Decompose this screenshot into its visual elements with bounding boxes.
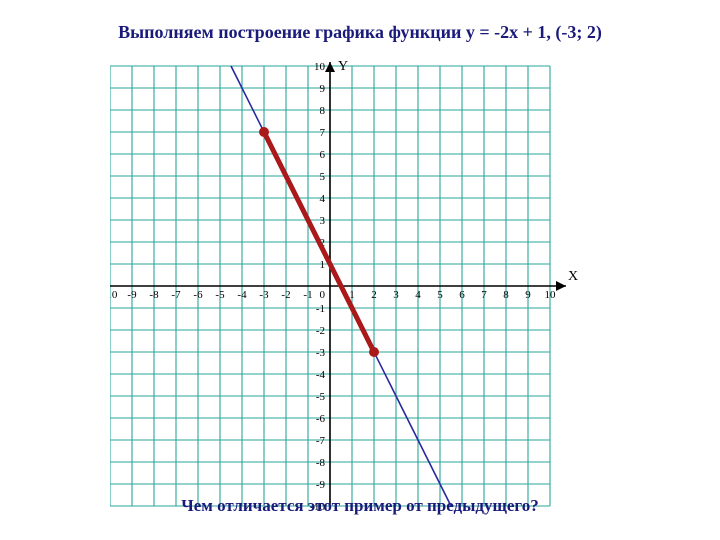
grid-plot: XY-10-9-8-7-6-5-4-3-2-112345678910-10-9-… (110, 60, 580, 514)
x-tick-label: -4 (237, 289, 247, 301)
y-tick-label: -2 (316, 325, 325, 337)
y-tick-label: 6 (320, 149, 326, 161)
y-tick-label: 8 (320, 105, 326, 117)
x-tick-label: -3 (259, 289, 269, 301)
x-axis-label: X (568, 269, 578, 284)
y-tick-label: 4 (320, 193, 326, 205)
x-tick-label: -9 (127, 289, 137, 301)
x-axis-arrow-icon (556, 281, 566, 291)
x-tick-label: -7 (171, 289, 181, 301)
x-tick-label: 2 (371, 289, 377, 301)
y-tick-label: 9 (320, 83, 326, 95)
y-tick-label: -6 (316, 413, 326, 425)
y-tick-label: 7 (320, 127, 326, 139)
x-tick-label: -6 (193, 289, 203, 301)
y-tick-label: 10 (314, 61, 326, 73)
x-tick-label: 5 (437, 289, 443, 301)
x-tick-label: 8 (503, 289, 509, 301)
x-tick-label: 9 (525, 289, 531, 301)
chart: XY-10-9-8-7-6-5-4-3-2-112345678910-10-9-… (110, 60, 580, 519)
y-tick-label: -9 (316, 479, 326, 491)
y-tick-label: 1 (320, 259, 326, 271)
y-tick-label: -5 (316, 391, 326, 403)
y-tick-label: -7 (316, 435, 326, 447)
y-axis-label: Y (338, 60, 348, 74)
x-tick-label: -2 (281, 289, 290, 301)
y-tick-label: -3 (316, 347, 326, 359)
x-tick-label: -10 (110, 289, 118, 301)
question-text: Чем отличается этот пример от предыдущег… (0, 496, 720, 516)
y-tick-label: -4 (316, 369, 326, 381)
y-tick-label: 3 (320, 215, 326, 227)
x-tick-label: 3 (393, 289, 399, 301)
page-title: Выполняем построение графика функции y =… (0, 22, 720, 43)
x-tick-label: -5 (215, 289, 225, 301)
origin-label: 0 (320, 289, 326, 301)
x-tick-label: 6 (459, 289, 465, 301)
x-tick-label: 7 (481, 289, 487, 301)
x-tick-label: -1 (303, 289, 312, 301)
point-marker-icon (259, 127, 269, 137)
x-tick-label: 10 (545, 289, 557, 301)
y-tick-label: 5 (320, 171, 326, 183)
x-tick-label: -8 (149, 289, 159, 301)
y-tick-label: -8 (316, 457, 326, 469)
y-tick-label: -1 (316, 303, 325, 315)
page: Выполняем построение графика функции y =… (0, 0, 720, 540)
point-marker-icon (369, 347, 379, 357)
x-tick-label: 4 (415, 289, 421, 301)
